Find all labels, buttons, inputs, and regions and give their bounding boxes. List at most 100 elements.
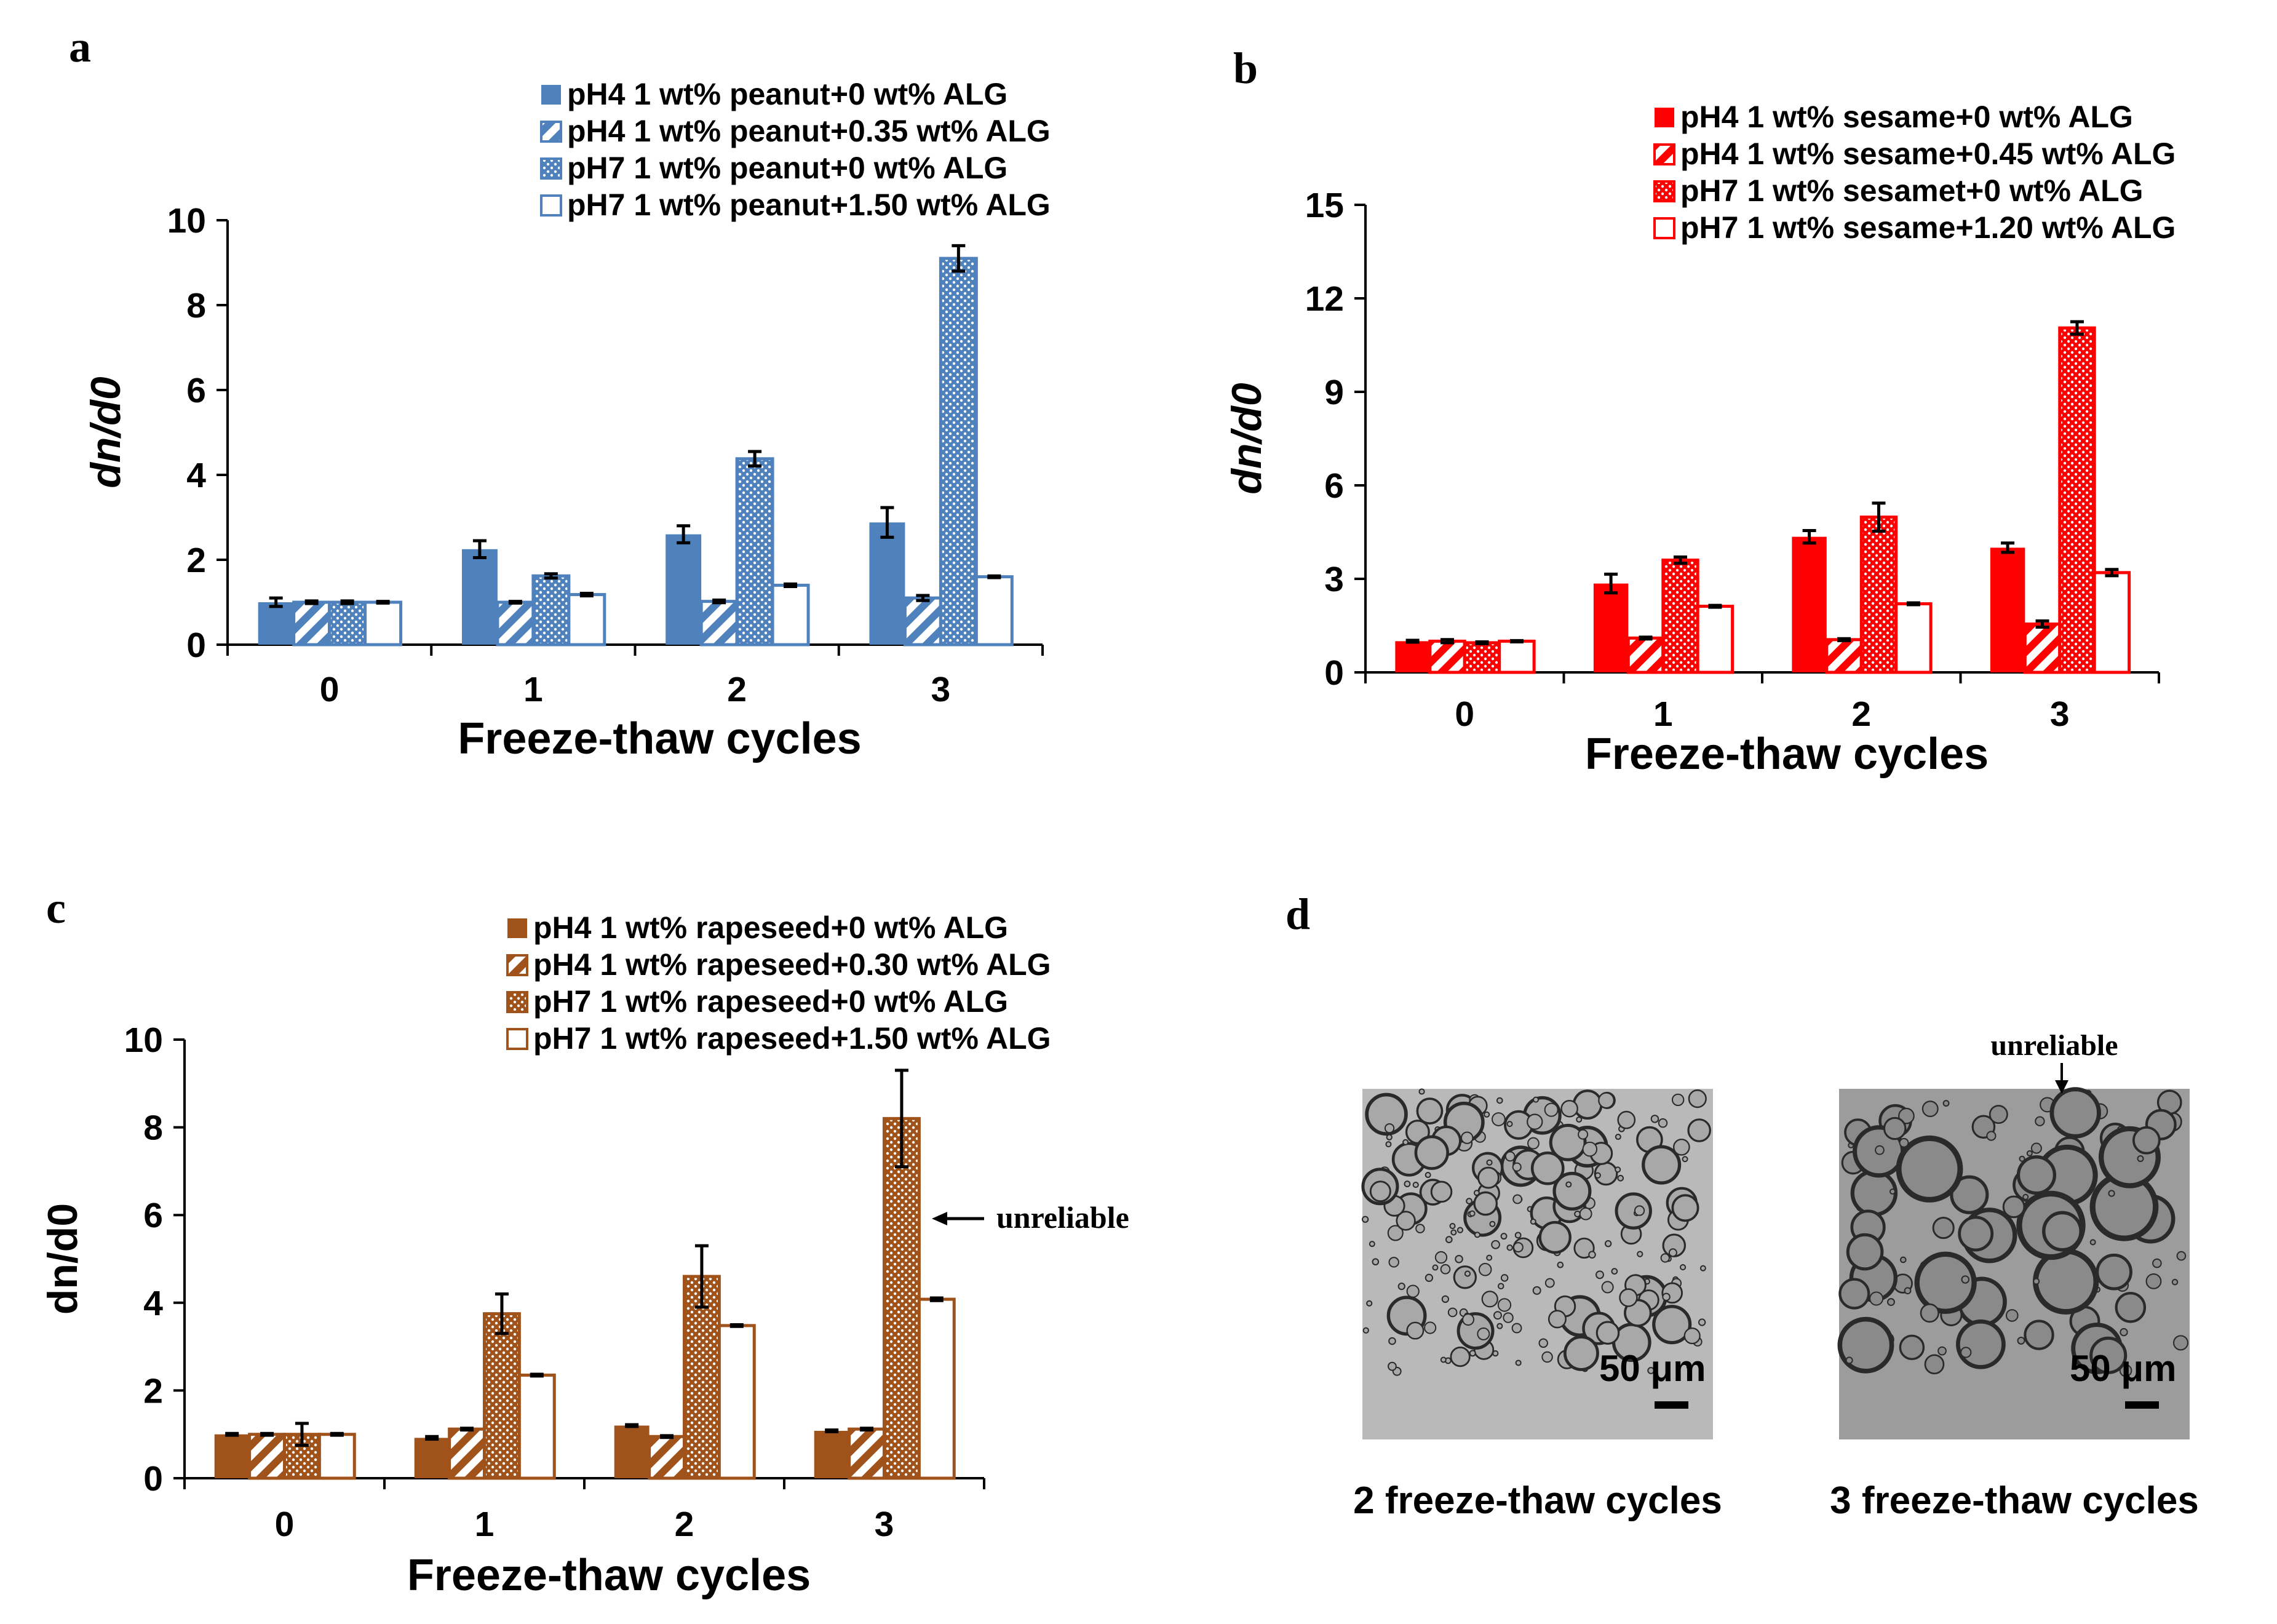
droplet (1699, 1265, 1706, 1272)
bar (939, 257, 978, 647)
x-axis-label: Freeze-thaw cycles (1585, 730, 1989, 779)
droplet (1549, 1123, 1587, 1161)
droplet (1493, 1311, 1502, 1320)
micrograph-3-cycles-droplets (1837, 1087, 2189, 1377)
droplet (1634, 1205, 1645, 1216)
droplet (1845, 1356, 1853, 1364)
droplet (1486, 1159, 1493, 1166)
droplet (2137, 1155, 2144, 1163)
droplet (1416, 1097, 1444, 1124)
droplet (1671, 1093, 1685, 1107)
droplet (1512, 1242, 1524, 1252)
droplet (1497, 1283, 1504, 1290)
droplet (2171, 1278, 2179, 1286)
droplet (1387, 1225, 1404, 1241)
x-tick-label: 2 (1851, 695, 1871, 734)
y-tick-label: 2 (186, 541, 206, 580)
droplet (1899, 1334, 1925, 1361)
droplet (2017, 1336, 2025, 1345)
y-tick-label: 4 (143, 1284, 163, 1323)
x-tick-label: 1 (1653, 695, 1673, 734)
bar (531, 574, 571, 647)
x-tick-label: 2 (675, 1505, 694, 1544)
droplet (1899, 1256, 1907, 1264)
droplet (1687, 1118, 1711, 1142)
micrograph-2-cycles-droplets (1361, 1088, 1711, 1376)
droplet (2002, 1195, 2025, 1219)
x-tick-label: 3 (2050, 695, 2070, 734)
droplet (2096, 1253, 2132, 1291)
bar (248, 1433, 286, 1480)
droplet (1898, 1107, 1915, 1124)
droplet (1557, 1261, 1564, 1268)
legend-label: pH7 1 wt% rapeseed+1.50 wt% ALG (533, 1021, 1051, 1056)
droplet (1432, 1264, 1439, 1271)
y-tick-label: 0 (1324, 653, 1344, 693)
legend-label: pH4 1 wt% sesame+0 wt% ALG (1680, 100, 2133, 134)
bar (1463, 641, 1501, 674)
droplet (1533, 1096, 1540, 1103)
y-tick-label: 2 (143, 1371, 163, 1411)
legend-label: pH7 1 wt% sesame+1.20 wt% ALG (1680, 210, 2176, 245)
droplet (1698, 1318, 1706, 1326)
x-axis-label: Freeze-thaw cycles (458, 714, 861, 763)
droplet (1673, 1138, 1690, 1156)
droplet (1937, 1346, 1947, 1356)
droplet (2049, 1087, 2101, 1139)
bar (1696, 605, 1735, 674)
micrograph-caption-1: 2 freeze-thaw cycles (1353, 1479, 1722, 1522)
droplet (2132, 1126, 2161, 1155)
droplet (2172, 1335, 2189, 1351)
droplet (1386, 1134, 1393, 1140)
x-tick-label: 1 (475, 1505, 495, 1544)
droplet (1504, 1151, 1516, 1162)
droplet (2108, 1190, 2115, 1197)
droplet (1497, 1298, 1512, 1312)
droplet (1615, 1192, 1652, 1230)
droplet (1530, 1151, 1565, 1185)
droplet (1365, 1093, 1408, 1136)
droplet (2119, 1364, 2132, 1377)
droplet (1406, 1284, 1420, 1298)
bar (258, 602, 294, 645)
y-tick-label: 8 (186, 286, 206, 325)
bar (2092, 571, 2131, 674)
droplet (1492, 1350, 1499, 1357)
x-tick-label: 3 (931, 670, 951, 709)
micrograph-caption-2: 3 freeze-thaw cycles (1830, 1479, 2199, 1522)
droplet (1682, 1156, 1688, 1163)
droplet (1453, 1265, 1477, 1289)
droplet (1491, 1240, 1500, 1249)
droplet (2032, 1248, 2099, 1315)
droplet (1958, 1216, 1994, 1252)
micrograph-2-cycles: 50 μm (1361, 1088, 1713, 1439)
droplet (1869, 1291, 1884, 1306)
droplet (1500, 1233, 1508, 1240)
droplet (1921, 1101, 1939, 1117)
bar (869, 522, 905, 645)
bar (414, 1438, 450, 1478)
droplet (1538, 1220, 1572, 1254)
droplet (1637, 1251, 1643, 1257)
y-tick-label: 3 (1324, 560, 1344, 599)
droplet (2026, 1150, 2033, 1156)
y-axis-label: dn/d0 (1223, 383, 1270, 495)
droplet (2016, 1155, 2057, 1195)
droplet (2145, 1273, 2162, 1289)
legend-swatch (1653, 143, 1675, 165)
legend-label: pH4 1 wt% rapeseed+0 wt% ALG (533, 910, 1008, 945)
droplet (1402, 1139, 1409, 1145)
droplet (1388, 1257, 1399, 1268)
droplet (1565, 1181, 1572, 1188)
droplet (2152, 1258, 2162, 1268)
droplet (1477, 1166, 1500, 1189)
chart-c: 0 2 4 6 8 10 0 1 2 3 Freeze-thaw cycles dn/d0 pH4 1 … (39, 910, 1051, 1600)
droplet (1477, 1327, 1490, 1340)
droplet (1595, 1270, 1604, 1280)
bar (771, 583, 810, 647)
y-axis-label: dn/d0 (82, 376, 129, 488)
droplet (1846, 1233, 1884, 1271)
droplet (2120, 1327, 2128, 1337)
droplet (1896, 1135, 1963, 1203)
bar (461, 549, 498, 645)
